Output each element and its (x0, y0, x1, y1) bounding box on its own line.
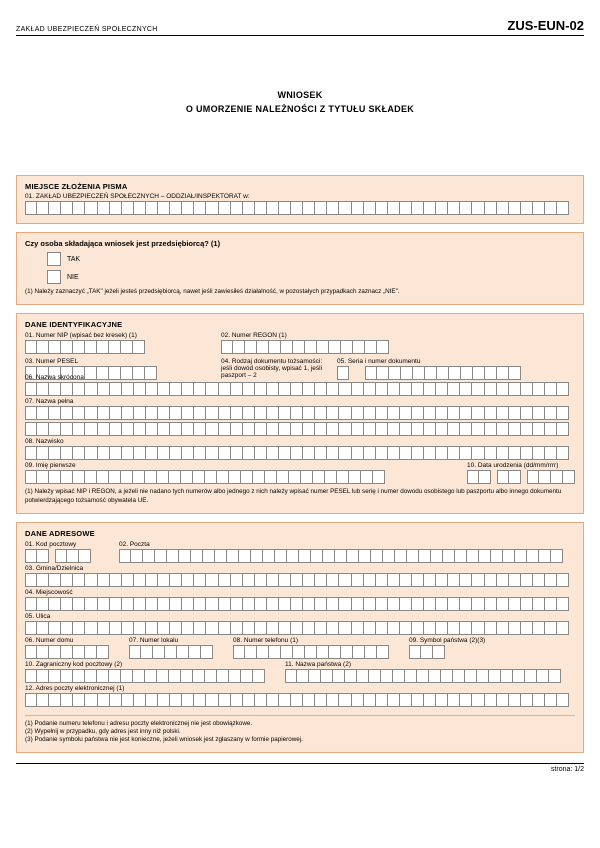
s3-f04-label: 04. Rodzaj dokumentu tożsamości: jeśli d… (221, 358, 331, 379)
section-address: DANE ADRESOWE 01. Kod pocztowy 02. Poczt… (16, 522, 584, 754)
s4-f10-label: 10. Zagraniczny kod pocztowy (2) (25, 661, 265, 668)
page-number: strona: 1/2 (16, 766, 584, 773)
label-yes: TAK (67, 256, 80, 263)
s3-f06-cells[interactable] (25, 382, 575, 396)
s4-notes: (1) Podanie numeru telefonu i adresu poc… (25, 715, 575, 745)
s1-f01-label: 01. ZAKŁAD UBEZPIECZEŃ SPOŁECZNYCH – ODD… (25, 193, 575, 200)
s3-f01-label: 01. Numer NIP (wpisać bez kresek) (1) (25, 332, 205, 339)
s4-f12-label: 12. Adres poczty elektronicznej (1) (25, 685, 575, 692)
checkbox-no[interactable] (47, 270, 61, 284)
s3-f01-cells[interactable] (25, 340, 205, 354)
s3-f09-cells[interactable] (25, 470, 455, 484)
opt-yes: TAK (47, 252, 575, 266)
s3-f04-cells[interactable] (337, 366, 349, 380)
s3-f02-label: 02. Numer REGON (1) (221, 332, 389, 339)
s4-f09-cells[interactable] (409, 645, 485, 659)
s3-f07-label: 07. Nazwa pełna (25, 398, 575, 405)
s4-f02-label: 02. Poczta (119, 541, 575, 548)
s4-f06-label: 06. Numer domu (25, 637, 109, 644)
s4-f04-cells[interactable] (25, 597, 575, 611)
form-page: ZAKŁAD UBEZPIECZEŃ SPOŁECZNYCH ZUS-EUN-0… (0, 0, 600, 785)
section-identification: DANE IDENTYFIKACYJNE 01. Numer NIP (wpis… (16, 313, 584, 514)
s4-n1: (1) Podanie numeru telefonu i adresu poc… (25, 720, 575, 728)
s4-f05-label: 05. Ulica (25, 613, 575, 620)
s4-f10-cells[interactable] (25, 669, 265, 683)
s4-f01-label: 01. Kod pocztowy (25, 541, 91, 548)
s3-f05-label: 05. Seria i numer dokumentu (337, 358, 521, 365)
s2-note: (1) Należy zaznaczyć „TAK" jeżeli jesteś… (25, 288, 575, 296)
opt-no: NIE (47, 270, 575, 284)
s3-f10-label: 10. Data urodzenia (dd/mm/rrrr) (467, 462, 575, 469)
s4-f04-label: 04. Miejscowość (25, 589, 575, 596)
s4-f07-cells[interactable] (129, 645, 213, 659)
s4-f01-cells[interactable] (25, 549, 91, 563)
footer-rule (16, 763, 584, 764)
title-line1: WNIOSEK (16, 88, 584, 102)
s4-f05-cells[interactable] (25, 621, 575, 635)
section-entrepreneur: Czy osoba składająca wniosek jest przeds… (16, 232, 584, 305)
header-bar: ZAKŁAD UBEZPIECZEŃ SPOŁECZNYCH ZUS-EUN-0… (16, 18, 584, 36)
s4-f12-cells[interactable] (25, 693, 575, 707)
s3-f10-cells[interactable] (467, 470, 575, 484)
s1-head: MIEJSCE ZŁOŻENIA PISMA (25, 182, 575, 191)
s4-f02-cells[interactable] (119, 549, 575, 563)
s4-f09-label: 09. Symbol państwa (2)(3) (409, 637, 485, 644)
s3-f07a-cells[interactable] (25, 406, 575, 420)
s4-f03-label: 03. Gmina/Dzielnica (25, 565, 575, 572)
s3-f09-label: 09. Imię pierwsze (25, 462, 455, 469)
checkbox-yes[interactable] (47, 252, 61, 266)
s3-f02-cells[interactable] (221, 340, 389, 354)
s3-f03-label: 03. Numer PESEL (25, 358, 205, 365)
form-code: ZUS-EUN-02 (507, 18, 584, 33)
s4-f03-cells[interactable] (25, 573, 575, 587)
org-name: ZAKŁAD UBEZPIECZEŃ SPOŁECZNYCH (16, 26, 158, 33)
s4-f11-label: 11. Nazwa państwa (2) (285, 661, 575, 668)
s1-f01-cells[interactable] (25, 201, 575, 215)
s4-f07-label: 07. Numer lokalu (129, 637, 213, 644)
s3-f07b-cells[interactable] (25, 422, 575, 436)
s4-n2: (2) Wypełnij w przypadku, gdy adres jest… (25, 728, 575, 736)
s4-f06-cells[interactable] (25, 645, 109, 659)
s4-f11-cells[interactable] (285, 669, 575, 683)
s3-note: (1) Należy wpisać NIP i REGON, a jeżeli … (25, 488, 575, 504)
s4-head: DANE ADRESOWE (25, 529, 575, 538)
s2-question: Czy osoba składająca wniosek jest przeds… (25, 239, 575, 248)
s3-f05-cells[interactable] (365, 366, 521, 380)
s4-f08-label: 08. Numer telefonu (1) (233, 637, 389, 644)
label-no: NIE (67, 274, 79, 281)
s3-f08-cells[interactable] (25, 446, 575, 460)
section-submission-place: MIEJSCE ZŁOŻENIA PISMA 01. ZAKŁAD UBEZPI… (16, 175, 584, 224)
title-line2: O UMORZENIE NALEŻNOŚCI Z TYTUŁU SKŁADEK (16, 102, 584, 116)
s3-head: DANE IDENTYFIKACYJNE (25, 320, 575, 329)
s4-n3: (3) Podanie symbolu państwa nie jest kon… (25, 736, 575, 744)
s4-f08-cells[interactable] (233, 645, 389, 659)
form-title: WNIOSEK O UMORZENIE NALEŻNOŚCI Z TYTUŁU … (16, 88, 584, 117)
s3-f08-label: 08. Nazwisko (25, 438, 575, 445)
